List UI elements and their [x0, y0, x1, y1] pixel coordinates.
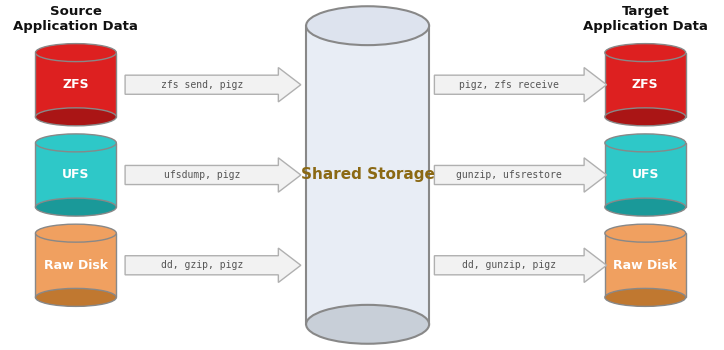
Polygon shape	[125, 158, 301, 192]
Ellipse shape	[605, 288, 686, 306]
Bar	[306, 26, 429, 324]
Text: pigz, zfs receive: pigz, zfs receive	[459, 80, 559, 90]
Text: ufsdump, pigz: ufsdump, pigz	[164, 170, 240, 180]
Ellipse shape	[35, 288, 117, 306]
Polygon shape	[125, 248, 301, 282]
Ellipse shape	[605, 224, 686, 242]
Text: Shared Storage: Shared Storage	[300, 168, 434, 182]
Bar	[35, 233, 117, 298]
Ellipse shape	[35, 134, 117, 152]
Bar	[605, 233, 686, 298]
Ellipse shape	[306, 305, 429, 344]
Text: Source
Application Data: Source Application Data	[14, 5, 138, 33]
Text: Raw Disk: Raw Disk	[613, 259, 677, 272]
Ellipse shape	[605, 44, 686, 62]
Text: gunzip, ufsrestore: gunzip, ufsrestore	[456, 170, 562, 180]
Ellipse shape	[35, 224, 117, 242]
Bar	[605, 52, 686, 117]
Text: ZFS: ZFS	[62, 78, 89, 91]
Polygon shape	[125, 68, 301, 102]
Ellipse shape	[35, 44, 117, 62]
Polygon shape	[434, 158, 607, 192]
Ellipse shape	[35, 198, 117, 216]
Text: zfs send, pigz: zfs send, pigz	[161, 80, 243, 90]
Bar	[35, 52, 117, 117]
Bar	[35, 143, 117, 207]
Ellipse shape	[605, 134, 686, 152]
Ellipse shape	[605, 198, 686, 216]
Text: dd, gunzip, pigz: dd, gunzip, pigz	[462, 260, 556, 270]
Text: UFS: UFS	[62, 168, 90, 182]
Polygon shape	[434, 248, 607, 282]
Text: Target
Application Data: Target Application Data	[583, 5, 708, 33]
Text: UFS: UFS	[631, 168, 659, 182]
Ellipse shape	[605, 108, 686, 126]
Polygon shape	[434, 68, 607, 102]
Text: ZFS: ZFS	[632, 78, 659, 91]
Text: dd, gzip, pigz: dd, gzip, pigz	[161, 260, 243, 270]
Text: Raw Disk: Raw Disk	[44, 259, 108, 272]
Ellipse shape	[35, 108, 117, 126]
Bar	[605, 143, 686, 207]
Ellipse shape	[306, 6, 429, 45]
